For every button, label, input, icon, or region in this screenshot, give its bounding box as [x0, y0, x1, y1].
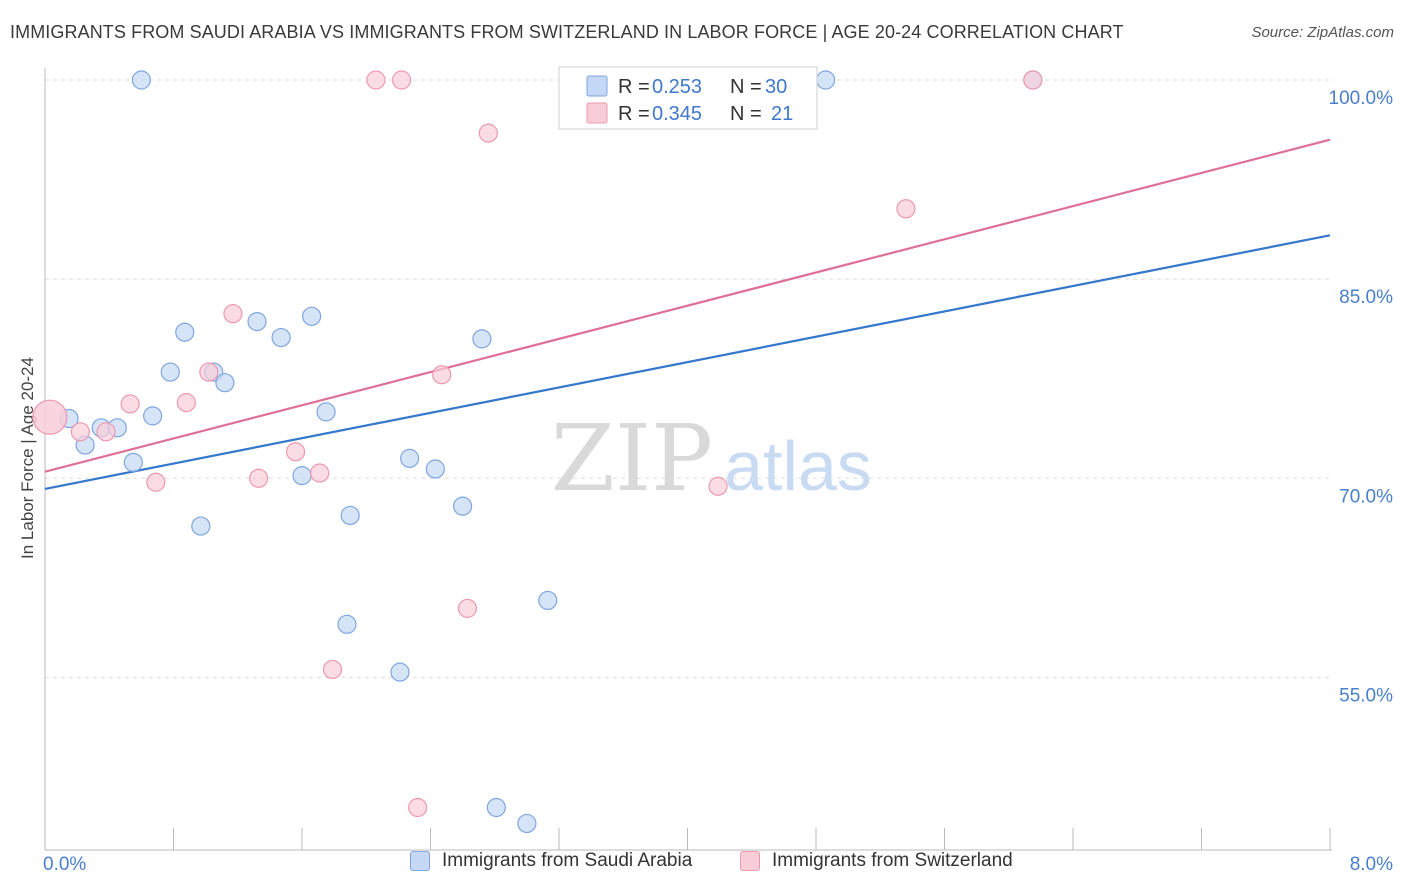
legend-r-label-swiss: R = [618, 103, 650, 125]
y-tick-label-2: 70.0% [1339, 486, 1393, 507]
point-series1-12 [366, 70, 386, 90]
legend-bottom: Immigrants from Saudi Arabia Immigrants … [0, 850, 1406, 878]
y-tick-label-3: 55.0% [1339, 685, 1393, 706]
grid-lines [45, 79, 1330, 678]
trend-line-0 [44, 234, 1331, 490]
legend-bottom-label-saudi: Immigrants from Saudi Arabia [442, 850, 693, 871]
legend-swatch-swiss [586, 102, 608, 124]
y-tick-label-0: 100.0% [1329, 88, 1394, 109]
point-series0-7 [175, 322, 195, 342]
point-series1-14 [408, 797, 428, 818]
legend-n-value-swiss: 21 [771, 103, 793, 125]
axes [44, 68, 1332, 851]
point-series0-4 [123, 452, 143, 472]
point-series0-23 [486, 797, 506, 818]
point-series1-15 [432, 365, 452, 385]
point-series0-12 [271, 327, 291, 348]
legend-n-label-saudi: N = [730, 76, 762, 98]
trend-lines [44, 138, 1331, 490]
point-series1-19 [896, 199, 916, 219]
watermark: ZIP atlas [551, 405, 872, 512]
point-series1-6 [199, 362, 219, 382]
point-series1-3 [120, 394, 140, 414]
legend-r-label-saudi: R = [618, 76, 650, 98]
chart-title: IMMIGRANTS FROM SAUDI ARABIA VS IMMIGRAN… [10, 22, 1124, 42]
point-series1-0 [32, 399, 68, 435]
legend-bottom-swatch-saudi [410, 851, 430, 871]
legend-r-value-saudi: 0.253 [652, 76, 702, 98]
y-tick-labels: 100.0% 85.0% 70.0% 55.0% [1329, 88, 1394, 706]
x-tick-label-1: 8.0% [1350, 854, 1393, 875]
point-series0-29 [131, 70, 151, 90]
point-series1-16 [457, 598, 478, 618]
point-series1-1 [70, 422, 90, 442]
x-tick-labels: 0.0% 8.0% [43, 854, 1393, 875]
point-series0-10 [215, 373, 235, 393]
source-label: Source: ZipAtlas.com [1251, 24, 1394, 41]
point-series1-8 [249, 468, 269, 488]
point-series0-14 [302, 306, 322, 326]
point-series1-20 [1023, 70, 1043, 90]
watermark-zip: ZIP [551, 405, 713, 512]
point-series0-13 [292, 466, 312, 486]
x-tick-label-0: 0.0% [43, 854, 86, 875]
point-series0-25 [538, 590, 558, 611]
legend-item-saudi: Immigrants from Saudi Arabia [410, 850, 692, 872]
legend-swatch-saudi [586, 75, 608, 97]
point-series0-21 [453, 496, 473, 516]
point-series1-4 [146, 472, 166, 492]
point-series1-2 [96, 422, 116, 442]
legend-r-value-swiss: 0.345 [652, 103, 702, 125]
data-points [32, 70, 1043, 834]
point-series1-11 [322, 659, 343, 680]
legend-n-label-swiss: N = [730, 103, 762, 125]
point-series1-9 [285, 442, 306, 462]
trend-line-1 [44, 138, 1331, 473]
point-series1-18 [708, 476, 728, 496]
point-series0-8 [191, 516, 211, 536]
point-series1-10 [310, 463, 330, 483]
point-series0-15 [316, 402, 336, 422]
point-series0-24 [517, 813, 537, 834]
point-series0-27 [816, 70, 836, 90]
legend-n-value-saudi: 30 [765, 76, 787, 98]
point-series0-5 [143, 406, 163, 426]
point-series0-22 [472, 329, 492, 349]
point-series1-7 [223, 304, 243, 324]
point-series0-16 [337, 614, 357, 634]
watermark-atlas: atlas [724, 427, 872, 505]
point-series1-17 [478, 123, 498, 143]
point-series0-18 [390, 662, 410, 682]
legend-bottom-label-swiss: Immigrants from Switzerland [772, 850, 1013, 871]
point-series0-20 [425, 459, 445, 479]
point-series0-17 [340, 505, 360, 526]
point-series0-11 [247, 312, 267, 332]
legend-item-swiss: Immigrants from Switzerland [740, 850, 1013, 872]
point-series1-13 [391, 70, 412, 90]
point-series1-5 [176, 393, 196, 413]
point-series0-19 [400, 448, 420, 468]
legend-bottom-swatch-swiss [740, 851, 760, 871]
point-series0-6 [160, 362, 180, 382]
legend-top: R = 0.253 N = 30 R = 0.345 N = 21 [558, 66, 818, 130]
y-tick-label-1: 85.0% [1339, 287, 1393, 308]
